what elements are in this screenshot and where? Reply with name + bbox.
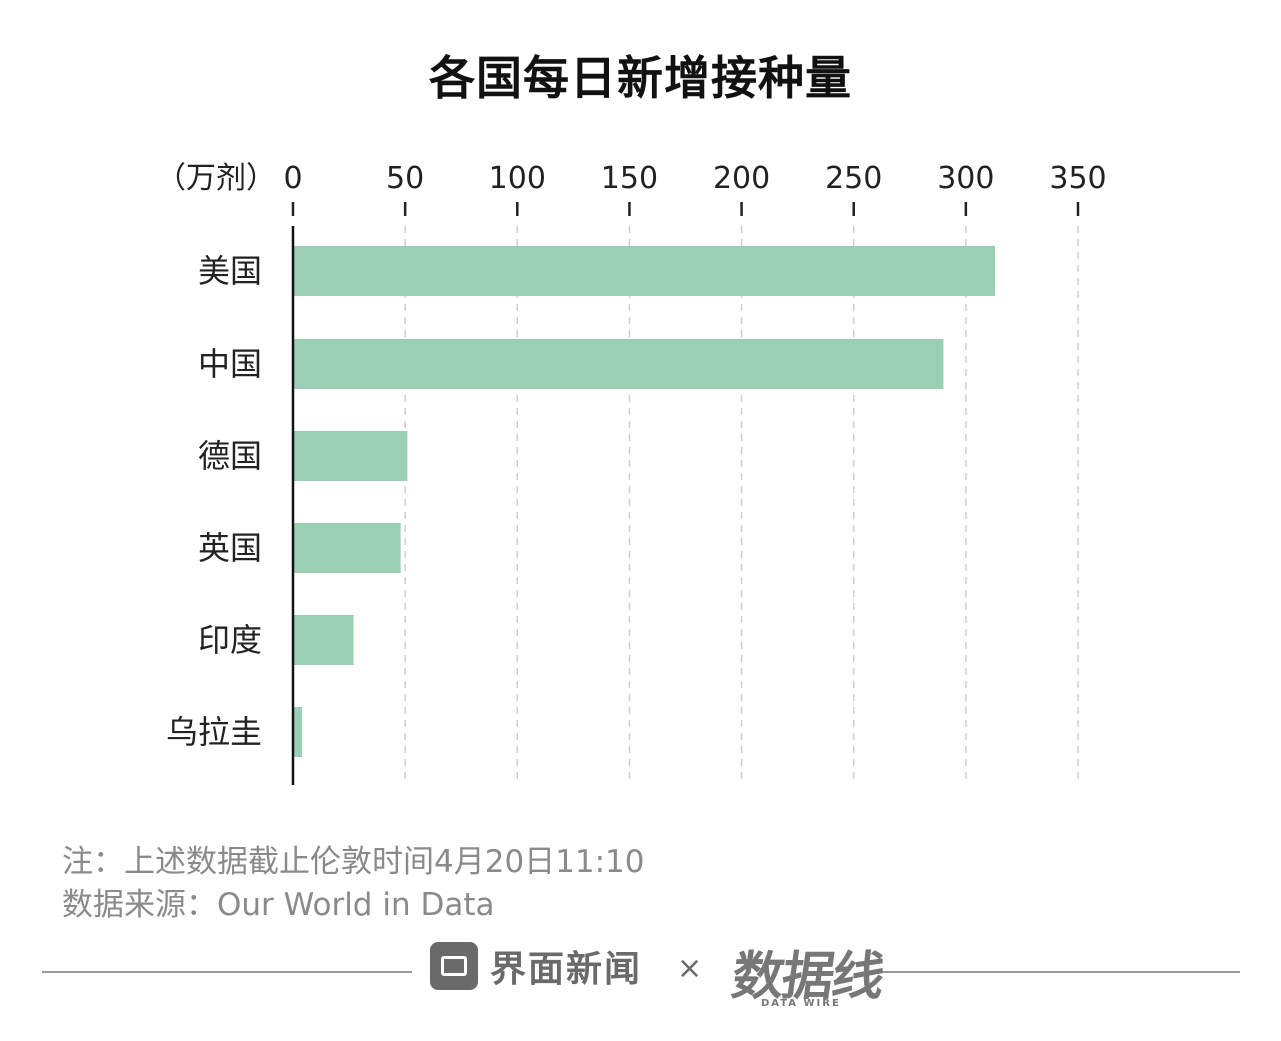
bar	[293, 615, 354, 665]
bar	[293, 523, 401, 573]
category-label: 乌拉圭	[166, 713, 262, 751]
category-label: 中国	[198, 345, 262, 383]
tick-label: 350	[1049, 161, 1106, 196]
note-text: 注：上述数据截止伦敦时间4月20日11:10	[62, 844, 645, 880]
source-text: 数据来源：Our World in Data	[62, 887, 495, 923]
bar	[293, 707, 302, 757]
category-label: 英国	[198, 529, 262, 567]
category-label: 美国	[198, 252, 262, 290]
unit-label: （万剂）	[156, 161, 276, 196]
tick-label: 250	[825, 161, 882, 196]
tick-label: 0	[283, 161, 302, 196]
bar	[293, 246, 996, 296]
bar	[293, 339, 944, 389]
footer-rule-left	[42, 971, 412, 973]
tick-label: 150	[601, 161, 658, 196]
tick-label: 100	[489, 161, 546, 196]
tick-label: 200	[713, 161, 770, 196]
category-label: 德国	[198, 437, 262, 475]
brand-logo: 界面新闻	[430, 940, 642, 992]
brand-name: 界面新闻	[490, 949, 643, 990]
footer-rule-right	[868, 971, 1240, 973]
separator-mark: ×	[677, 951, 703, 986]
category-label: 印度	[198, 621, 262, 659]
tick-label: 300	[937, 161, 994, 196]
chart-title: 各国每日新增接种量	[429, 51, 852, 105]
tick-label: 50	[386, 161, 424, 196]
bar	[293, 431, 408, 481]
partner-subtitle: DATA WIRE	[761, 998, 841, 1009]
partner-logo: 数据线 DATA WIRE	[728, 934, 886, 1009]
brand-logo-icon	[430, 942, 478, 990]
